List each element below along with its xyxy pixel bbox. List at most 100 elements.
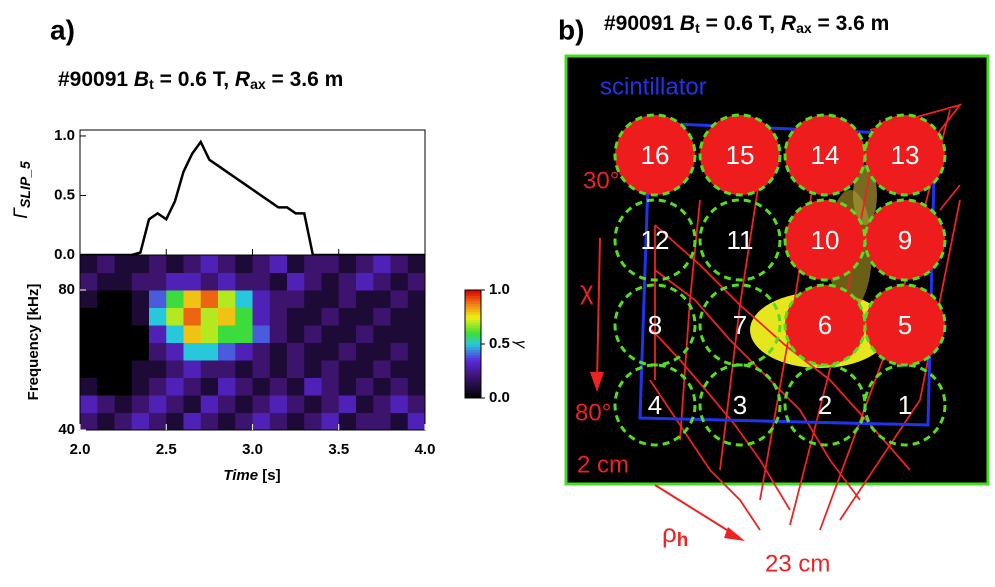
- heat-cell: [166, 360, 184, 378]
- y-tick-label: 0.0: [54, 246, 75, 263]
- heat-cell: [183, 395, 202, 413]
- heat-cell: [131, 360, 150, 378]
- channel-label: 10: [811, 225, 840, 255]
- panel-label: a): [50, 14, 75, 45]
- heat-cell: [338, 290, 357, 308]
- heat-cell: [373, 290, 391, 308]
- heat-cell: [321, 325, 340, 343]
- heat-cell: [373, 272, 391, 291]
- trace: [80, 139, 425, 257]
- channel-label: 8: [648, 310, 662, 340]
- heat-cell: [97, 342, 115, 361]
- heat-cell: [131, 377, 150, 396]
- channel-label: 13: [891, 140, 920, 170]
- colorbar-tick-label: 0.5: [489, 335, 510, 352]
- colorbar-tick-label: 1.0: [489, 281, 510, 298]
- heat-cell: [304, 290, 322, 308]
- heat-cell: [338, 272, 357, 291]
- heat-cell: [235, 272, 253, 291]
- heat-cell: [97, 360, 115, 378]
- rho-label: ρh: [662, 518, 688, 551]
- heat-cell: [235, 307, 253, 326]
- heat-cell: [252, 342, 271, 361]
- heat-cell: [114, 272, 133, 291]
- colorbar-segment: [465, 335, 481, 340]
- heat-cell: [390, 272, 409, 291]
- panel-label: b): [558, 14, 584, 45]
- heat-cell: [304, 395, 322, 413]
- heat-cell: [235, 360, 253, 378]
- channel-label: 11: [727, 225, 754, 255]
- heat-cell: [80, 325, 98, 343]
- y-tick-label: 0.5: [54, 186, 75, 203]
- heat-cell: [269, 272, 288, 291]
- channel-active: [783, 198, 867, 282]
- channel-label: 5: [898, 310, 912, 340]
- title-part: t: [695, 20, 700, 36]
- heat-cell: [287, 290, 305, 308]
- arrow-head: [724, 527, 745, 541]
- heat-cell: [200, 377, 219, 396]
- heat-cell: [200, 395, 219, 413]
- heat-cell: [338, 307, 357, 326]
- heat-cell: [131, 412, 150, 431]
- colorbar-segment: [465, 306, 481, 310]
- heat-cell: [287, 272, 305, 291]
- heat-cell: [200, 360, 219, 378]
- heat-cell: [356, 272, 374, 291]
- label-part: ρ: [662, 518, 677, 548]
- heat-cell: [321, 412, 340, 431]
- heat-cell: [80, 377, 98, 396]
- grid-line: [939, 184, 961, 211]
- heat-cell: [321, 395, 340, 413]
- heat-cell: [131, 395, 150, 413]
- colorbar-segment: [465, 317, 481, 321]
- heat-cell: [390, 255, 409, 273]
- heat-cell: [80, 272, 98, 291]
- heat-cell: [80, 395, 98, 413]
- heat-cell: [166, 307, 184, 326]
- heat-cell: [304, 360, 322, 378]
- heat-cell: [269, 377, 288, 396]
- colorbar-segment: [465, 338, 481, 342]
- heat-cell: [166, 272, 184, 291]
- heat-cell: [149, 255, 167, 273]
- heat-cell: [287, 342, 305, 361]
- title-part: ax: [250, 76, 266, 92]
- heat-cell: [131, 272, 150, 291]
- heat-cell: [304, 325, 322, 343]
- heat-cell: [407, 360, 426, 378]
- channel-label: 15: [726, 140, 755, 170]
- heat-cell: [356, 255, 374, 273]
- heat-cell: [235, 377, 253, 396]
- heat-cell: [183, 412, 202, 431]
- heat-cell: [131, 255, 150, 273]
- heat-cell: [166, 395, 184, 413]
- heat-cell: [373, 342, 391, 361]
- label-part: h: [677, 530, 689, 551]
- title-part: R: [235, 68, 251, 91]
- x-tick-label: 2.0: [70, 441, 91, 458]
- y-axis-label: Frequency [kHz]: [25, 284, 42, 401]
- heat-cell: [252, 290, 271, 308]
- y-axis-label: ΓSLIP_5: [11, 161, 33, 219]
- heat-cell: [321, 290, 340, 308]
- title-part: = 3.6 m: [812, 12, 890, 35]
- heat-cell: [97, 307, 115, 326]
- plot-frame: [79, 129, 426, 256]
- colorbar-segment: [465, 354, 481, 358]
- arrow: [654, 484, 736, 536]
- channel-label: 4: [648, 390, 662, 420]
- heat-cell: [304, 272, 322, 291]
- heat-cell: [390, 290, 409, 308]
- heat-cell: [338, 395, 357, 413]
- heat-cell: [97, 412, 115, 431]
- heat-cell: [166, 325, 184, 343]
- heat-cell: [235, 395, 253, 413]
- heat-cell: [390, 412, 409, 431]
- heat-cell: [80, 290, 98, 308]
- colorbar-segment: [465, 384, 481, 388]
- colorbar-segment: [465, 357, 481, 361]
- heat-cell: [235, 325, 253, 343]
- heat-cell: [235, 412, 253, 431]
